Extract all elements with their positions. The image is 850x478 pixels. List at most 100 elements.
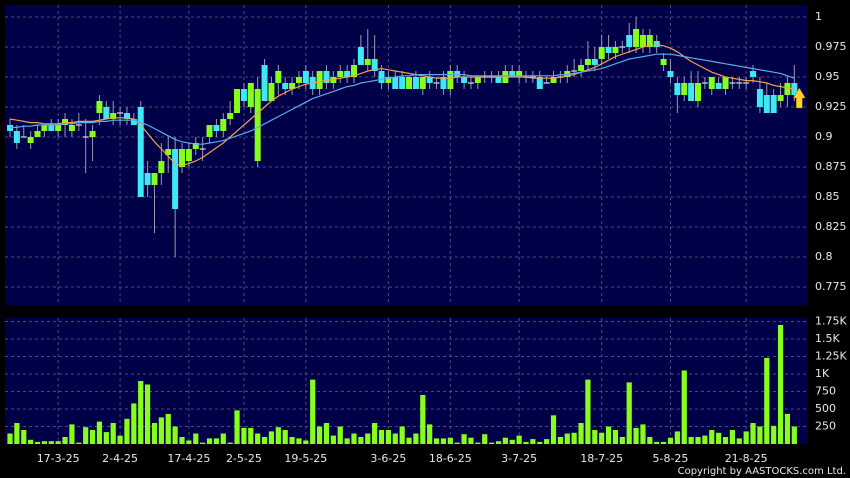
volume-bar: [667, 437, 674, 444]
volume-bar: [468, 437, 474, 444]
volume-bar: [495, 441, 502, 444]
x-tick-label: 3-7-25: [501, 452, 537, 465]
volume-bar: [165, 413, 171, 444]
candle-body: [158, 161, 165, 173]
volume-bar: [14, 423, 20, 444]
y-tick-label: 0.9: [815, 130, 833, 143]
volume-bar: [661, 441, 667, 444]
volume-bar: [200, 442, 206, 444]
volume-bar: [103, 432, 109, 444]
candle-body: [179, 149, 185, 167]
y-tick-label: 1.5K: [815, 332, 840, 345]
volume-bar: [413, 433, 419, 444]
volume-bar: [523, 441, 529, 444]
moving-average-line: [10, 53, 795, 145]
candle-body: [591, 59, 598, 65]
y-tick-label: 750: [815, 385, 836, 398]
volume-bar: [626, 382, 632, 444]
volume-bar: [564, 433, 570, 444]
candle-body: [633, 29, 640, 47]
volume-bar: [241, 427, 247, 444]
x-tick-label: 17-3-25: [37, 452, 80, 465]
copyright: Copyright by AASTOCKS.com Ltd.: [678, 466, 846, 477]
candle-body: [103, 107, 110, 119]
volume-bar: [406, 437, 412, 444]
volume-bar: [688, 437, 694, 444]
candle-body: [13, 131, 20, 143]
volume-bar: [255, 433, 261, 444]
volume-bar: [48, 441, 54, 444]
candle-body: [461, 77, 468, 83]
candle-body: [96, 101, 103, 113]
candle-body: [110, 113, 117, 119]
volume-bar: [145, 384, 151, 444]
volume-bar: [729, 430, 735, 444]
candle-body: [68, 125, 75, 131]
candle-body: [660, 59, 667, 65]
candle-body: [763, 95, 770, 113]
y-tick-label: 1: [815, 10, 822, 23]
volume-bar: [557, 437, 563, 444]
volume-bar: [172, 426, 178, 444]
candle-body: [750, 71, 757, 77]
candle-body: [185, 149, 192, 161]
candle-body: [137, 107, 144, 197]
volume-bar: [296, 438, 302, 444]
volume-bar: [7, 433, 13, 444]
volume-bar: [138, 381, 144, 444]
volume-bar: [709, 430, 715, 444]
candle-body: [722, 77, 729, 89]
volume-bar: [21, 430, 27, 444]
x-tick-label: 5-8-25: [653, 452, 689, 465]
volume-bar: [323, 423, 330, 444]
volume-bar: [509, 439, 515, 444]
volume-bar: [55, 441, 61, 444]
volume-bar: [62, 437, 68, 444]
volume-bar: [213, 438, 219, 444]
candle-body: [261, 65, 268, 101]
volume-bar: [76, 442, 82, 444]
volume-bar: [592, 430, 598, 444]
volume-bar: [358, 437, 364, 444]
candle-body: [289, 83, 296, 89]
candle-body: [681, 83, 688, 95]
volume-bar: [124, 418, 130, 444]
volume-bar: [158, 417, 164, 444]
volume-bar: [275, 427, 281, 444]
volume-bar: [96, 421, 103, 444]
candle-body: [536, 77, 543, 89]
volume-bar: [784, 413, 791, 444]
candle-body: [344, 71, 351, 77]
volume-bar: [695, 437, 701, 444]
volume-bar: [193, 433, 199, 444]
volume-bar: [716, 432, 722, 444]
candle-body: [302, 71, 309, 83]
volume-bar: [544, 439, 550, 444]
y-tick-label: 0.925: [815, 100, 847, 113]
candle-body: [412, 77, 419, 89]
candle-body: [247, 83, 254, 107]
volume-bar: [578, 423, 584, 444]
volume-bar: [385, 430, 391, 444]
candle-body: [674, 83, 681, 95]
y-tick-label: 1.75K: [815, 315, 847, 328]
volume-bar: [392, 433, 398, 444]
volume-bar: [516, 435, 522, 444]
x-tick-label: 2-4-25: [102, 452, 138, 465]
y-tick-label: 0.85: [815, 190, 840, 203]
volume-bar: [399, 426, 405, 444]
candle-body: [695, 83, 701, 101]
candle-body: [144, 173, 151, 185]
volume-bar: [502, 437, 508, 444]
volume-bar: [268, 431, 275, 444]
candle-body: [392, 77, 399, 89]
volume-bar: [330, 435, 336, 444]
volume-bar: [743, 431, 749, 444]
y-tick-label: 0.825: [815, 220, 847, 233]
volume-bar: [427, 424, 433, 444]
volume-bar: [674, 431, 680, 444]
volume-bar: [702, 435, 708, 444]
candle-body: [364, 59, 371, 65]
candle-body: [756, 89, 763, 107]
